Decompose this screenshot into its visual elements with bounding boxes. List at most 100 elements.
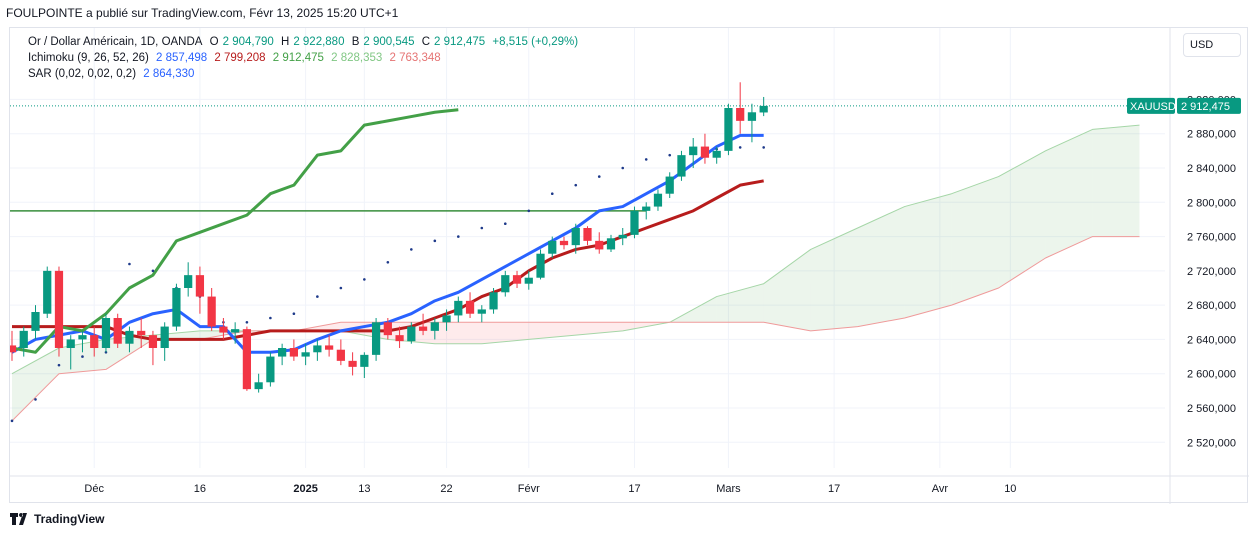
candle-body [254,382,263,390]
time-tick-label: 10 [1004,483,1016,495]
time-tick-label: 16 [194,483,206,495]
candle-body [712,150,721,158]
ichimoku-cloud-segment [904,193,952,318]
sar-dot [151,269,155,273]
sar-dot [503,222,507,226]
candle-body [325,345,334,350]
candle-body [184,275,193,288]
candle-body [454,300,463,316]
legend-ichimoku[interactable]: Ichimoku (9, 26, 52, 26) 2 857,498 2 799… [28,52,445,64]
candle-body [43,270,52,314]
candle-body [524,277,533,284]
price-chart[interactable]: 2 520,000 2 560,000 2 600,000 2 640,000 2 68… [10,28,1249,504]
candle-body [559,240,569,246]
candle-body [78,335,87,340]
candle-body [606,238,616,250]
ichimoku-cloud-segment [12,348,59,421]
candle-body [137,330,146,336]
candle-body [101,318,111,348]
sar-name: SAR (0,02, 0,02, 0,2) [28,68,137,80]
candle-body [477,309,486,314]
candle-body [407,326,416,342]
price-tick-label: 2 680,000 [1187,300,1236,312]
currency-button[interactable]: USD [1183,33,1241,57]
time-tick-label: Févr [518,483,540,495]
price-tick-label: 2 640,000 [1187,334,1236,346]
candle-body [231,329,240,333]
ichimoku-spanb-value: 2 763,348 [389,52,441,64]
symbol-tag-bg [1127,97,1175,114]
last-price-tag-label: 2 912,475 [1181,101,1230,113]
sar-dot [292,312,296,316]
sar-dot [245,320,249,324]
sar-dot [621,166,625,170]
price-tick-label: 2 880,000 [1187,129,1236,141]
candle-body [724,108,733,151]
candle-body [630,210,639,235]
candle-body [618,234,627,239]
price-tick-label: 2 520,000 [1187,437,1236,449]
candle-body [360,354,369,367]
candle-body [501,275,510,293]
candle-body [19,330,28,348]
sar-dot [433,239,437,243]
time-tick-label: Déc [84,483,104,495]
ichimoku-cloud-segment [481,322,529,344]
candle-body [583,228,592,241]
candle-body [148,335,158,348]
candle-body [113,318,122,344]
candle-body [677,155,686,177]
candle-body [700,146,710,158]
ichimoku-cloud-segment [1045,129,1093,258]
sar-dot [339,286,343,290]
low-label: B [351,36,360,48]
candle-body [160,326,169,348]
sar-dot [527,209,531,213]
sar-dot [668,153,672,157]
tradingview-logo[interactable]: TradingView [10,512,104,526]
candle-body [430,322,439,331]
sar-dot [644,158,648,161]
ichimoku-cloud-segment [528,322,576,340]
sar-dot [386,260,390,264]
candle-body [595,240,604,250]
price-tick-label: 2 720,000 [1187,266,1236,278]
time-tick-label: 22 [440,483,452,495]
candle-body [348,360,357,367]
candle-body [759,105,768,113]
candle-body [489,292,498,310]
sar-dot [269,316,272,320]
price-tick-label: 2 560,000 [1187,403,1236,415]
publish-caption: FOULPOINTE a publié sur TradingView.com,… [6,6,399,20]
candle-body [172,288,181,327]
sar-dot [10,419,14,423]
candle-body [242,329,252,390]
candle-body [747,112,757,121]
candle-body [219,326,228,333]
price-tick-label: 2 840,000 [1187,163,1236,175]
open-value: 2 904,790 [222,36,274,48]
chart-frame[interactable]: 2 520,000 2 560,000 2 600,000 2 640,000 2 68… [9,27,1249,504]
chikou-line [11,108,459,354]
time-tick-label: Mars [716,483,741,495]
sar-dot [574,183,578,187]
ichimoku-chikou-value: 2 912,475 [272,52,324,64]
price-tick-label: 2 800,000 [1187,197,1236,209]
candle-body [548,240,557,254]
ichimoku-kijun-value: 2 799,208 [214,52,266,64]
candle-body [665,176,674,194]
time-tick-label: 13 [358,483,370,495]
candle-body [512,275,522,284]
candle-body [301,352,310,357]
candle-body [125,330,134,344]
sar-dot [81,355,84,358]
candle-body [266,356,275,383]
legend-sar[interactable]: SAR (0,02, 0,02, 0,2) 2 864,330 [28,68,198,80]
candle-body [736,108,745,121]
candle-body [383,322,392,336]
candle-body [653,193,663,207]
sar-dot [550,192,554,196]
candle-body [689,146,698,156]
ichimoku-tenkan-value: 2 857,498 [156,52,208,64]
